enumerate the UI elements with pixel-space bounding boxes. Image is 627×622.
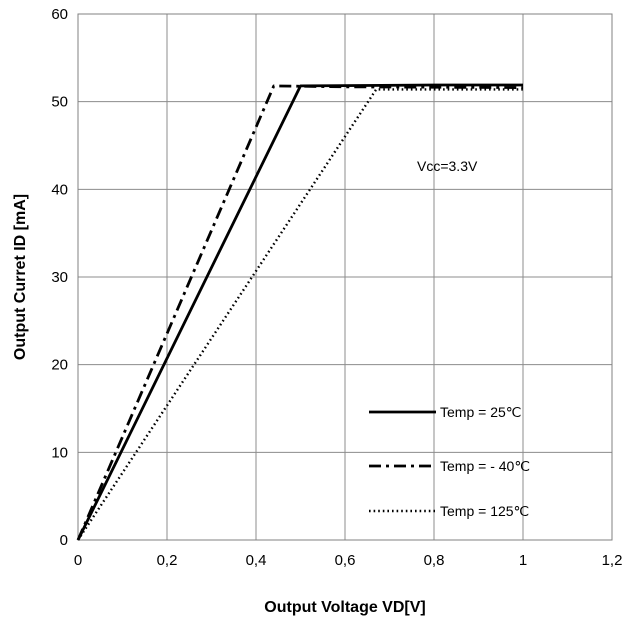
x-tick-label: 0,4 (246, 552, 267, 569)
x-tick-label: 0,2 (157, 552, 178, 569)
legend-label-3: Temp = 125℃ (440, 503, 529, 519)
y-tick-label: 0 (60, 532, 68, 549)
series-lines (76, 83, 524, 541)
legend: Temp = 25℃ Temp = - 40℃ Temp = 125℃ (369, 404, 530, 519)
tick-labels: 0 0,2 0,4 0,6 0,8 1 1,2 0 10 20 30 40 50 60 (51, 6, 622, 569)
y-tick-label: 50 (51, 94, 68, 111)
legend-label-1: Temp = 25℃ (440, 404, 521, 420)
y-tick-label: 60 (51, 6, 68, 23)
legend-label-2: Temp = - 40℃ (440, 458, 530, 474)
x-tick-label: 0,6 (335, 552, 356, 569)
x-tick-label: 1 (519, 552, 527, 569)
series-line-2 (76, 84, 524, 541)
vcc-annotation: Vcc=3.3V (417, 158, 478, 174)
x-tick-label: 1,2 (602, 552, 623, 569)
y-tick-label: 30 (51, 269, 68, 286)
y-tick-label: 40 (51, 181, 68, 198)
grid (77, 13, 613, 541)
x-tick-label: 0 (74, 552, 82, 569)
x-axis-title: Output Voltage VD[V] (264, 599, 425, 616)
x-tick-label: 0,8 (424, 552, 445, 569)
y-tick-label: 10 (51, 444, 68, 461)
series-line-1 (76, 83, 523, 541)
plot-area-border (77, 13, 613, 541)
y-axis-title: Output Curret ID [mA] (12, 194, 29, 360)
y-tick-label: 20 (51, 357, 68, 374)
